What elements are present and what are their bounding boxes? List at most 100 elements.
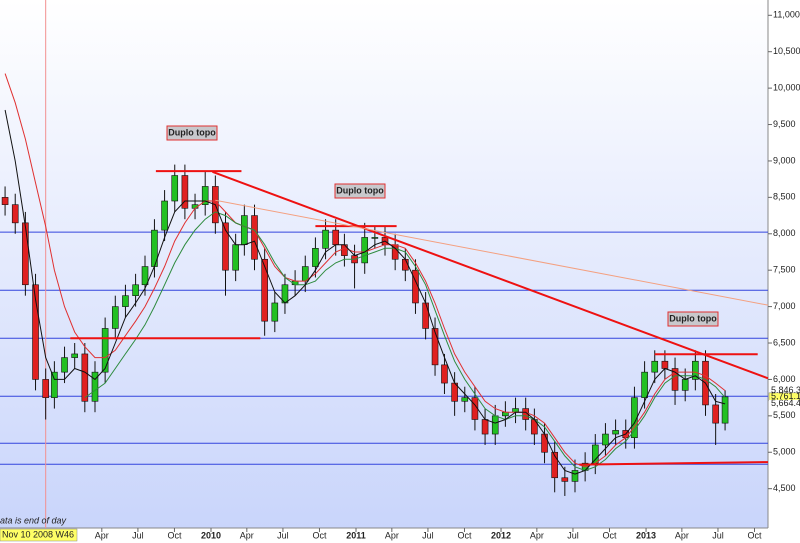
candle-body — [42, 379, 49, 398]
x-tick-label: Apr — [240, 530, 254, 540]
candle-body — [641, 371, 648, 398]
candle-body — [181, 175, 189, 209]
end-label-box — [769, 386, 800, 395]
candle-body — [571, 470, 579, 482]
note: ata is end of day — [0, 515, 67, 525]
annotation-box — [667, 311, 719, 327]
y-tick-label: 6,000 — [773, 374, 796, 384]
x-tick-label: Jul — [712, 530, 724, 540]
y-tick-label: 8,000 — [773, 228, 796, 238]
cursor-label: Nov 10 2008 W46 — [2, 529, 74, 539]
y-tick-label: 5,000 — [773, 447, 796, 457]
x-tick-label: Oct — [312, 530, 327, 540]
y-tick-label: 7,500 — [773, 265, 796, 275]
x-tick-label: Oct — [748, 530, 763, 540]
annotation-label: Duplo topo — [336, 185, 384, 195]
candle-body — [312, 248, 319, 267]
cursor-label-box — [0, 528, 78, 542]
candle-body — [32, 284, 39, 380]
x-tick-label: Oct — [457, 530, 472, 540]
candle-body — [522, 408, 529, 420]
y-tick-label: 4,500 — [773, 483, 796, 493]
candle-body — [122, 295, 129, 307]
candle-body — [71, 353, 78, 358]
x-tick-label: 2013 — [636, 530, 656, 540]
end-label: 5,846.3 — [771, 385, 800, 395]
y-tick-label: 5,500 — [773, 410, 796, 420]
candle-body — [132, 284, 139, 296]
candle-body — [481, 419, 489, 435]
trendline — [215, 199, 769, 306]
candle-body — [692, 360, 699, 380]
candle-body — [201, 186, 209, 205]
x-tick-label: Jul — [567, 530, 579, 540]
candle-body — [301, 266, 309, 282]
candle-body — [81, 353, 89, 402]
x-tick-label: Apr — [675, 530, 689, 540]
candle-body — [11, 204, 19, 224]
candle-body — [271, 302, 279, 322]
candle-body — [661, 360, 669, 369]
candle-body — [541, 433, 548, 453]
candle-body — [431, 328, 439, 366]
candle-body — [51, 371, 58, 398]
candle-body — [332, 229, 340, 246]
candle-body — [551, 451, 558, 479]
candle-body — [91, 371, 99, 402]
y-tick-label: 10,500 — [773, 46, 800, 56]
candle-body — [161, 200, 168, 231]
plot-area — [0, 0, 768, 528]
candle-body — [491, 415, 499, 435]
candle-body — [171, 175, 179, 202]
end-label: 5,761.12 — [771, 391, 800, 401]
x-tick-label: 2012 — [491, 530, 511, 540]
moving-average-line — [84, 211, 726, 472]
y-tick-label: 11,000 — [773, 10, 800, 20]
candle-body — [461, 397, 469, 402]
x-tick-label: Apr — [530, 530, 544, 540]
end-label: 5,664.4 — [771, 398, 800, 408]
candle-body — [612, 430, 619, 435]
trendline — [579, 461, 769, 466]
candle-body — [101, 328, 109, 373]
annotation-label: Duplo topo — [669, 313, 717, 323]
x-tick-label: Jul — [132, 530, 144, 540]
trendline — [212, 170, 769, 380]
candle-body — [671, 368, 679, 391]
candle-body — [422, 302, 429, 329]
y-tick-label: 7,000 — [773, 301, 796, 311]
y-tick-label: 6,500 — [773, 337, 796, 347]
candle-body — [371, 237, 379, 239]
y-tick-label: 8,500 — [773, 192, 796, 202]
candle-body — [561, 477, 569, 482]
x-tick-label: 2010 — [201, 530, 221, 540]
annotation-label: Duplo topo — [168, 127, 216, 137]
candle-body — [222, 222, 229, 271]
annotation-box — [334, 183, 386, 199]
end-label-box — [769, 399, 800, 408]
candle-body — [651, 360, 659, 373]
x-tick-label: Oct — [602, 530, 617, 540]
candle-body — [241, 215, 248, 246]
candle-body — [512, 408, 519, 413]
x-tick-label: 2011 — [346, 530, 366, 540]
y-tick-label: 9,500 — [773, 119, 796, 129]
candle-body — [61, 357, 68, 373]
y-axis-area — [768, 0, 800, 543]
candle-body — [441, 364, 448, 384]
candle-body — [261, 258, 268, 322]
candle-body — [591, 444, 599, 464]
candle-body — [111, 306, 119, 329]
x-tick-label: Jul — [277, 530, 289, 540]
y-tick-label: 9,000 — [773, 155, 796, 165]
candle-body — [712, 404, 719, 424]
x-tick-label: Apr — [95, 530, 109, 540]
candle-body — [1, 197, 9, 205]
x-tick-label: Apr — [385, 530, 399, 540]
candle-body — [322, 229, 329, 249]
candle-body — [681, 379, 689, 391]
candle-body — [141, 266, 149, 286]
